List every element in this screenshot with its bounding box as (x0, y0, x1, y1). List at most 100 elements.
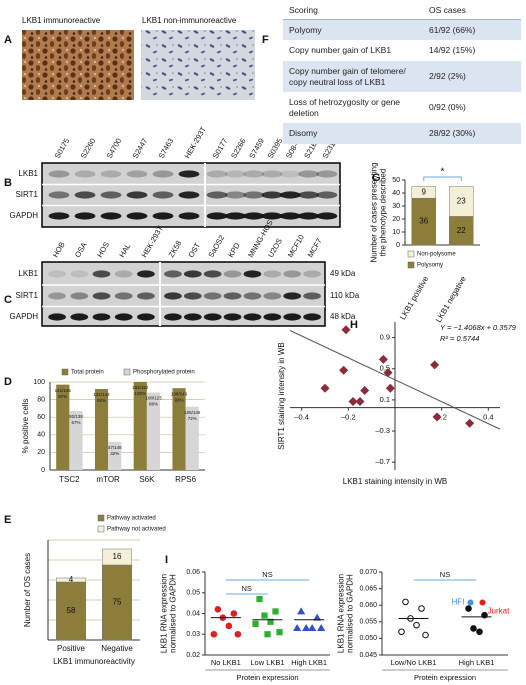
bar-count: 108/123 (145, 396, 162, 401)
band (203, 292, 222, 300)
data-point (418, 605, 425, 612)
segment-label: 36 (419, 217, 428, 226)
legend-label: Total protein (71, 370, 104, 376)
y-axis-title: % positive cells (21, 399, 30, 454)
band (261, 191, 283, 199)
data-point (476, 628, 483, 636)
segment-label: 22 (457, 226, 466, 235)
x-tick-label: Low LKB1 (250, 658, 284, 667)
y-tick-label: 100 (33, 379, 45, 386)
band (279, 170, 301, 178)
lane-label: HEK-293T (183, 125, 209, 160)
band (126, 170, 148, 178)
band (164, 292, 182, 300)
bar (133, 382, 147, 470)
bar-count: 47/148 (108, 445, 122, 450)
data-point (422, 631, 429, 639)
lane-label: S0395 (266, 137, 285, 160)
x-tick-label: Positive (57, 644, 86, 653)
lane-label: S2447 (131, 137, 150, 160)
panel-letter: I (165, 554, 168, 566)
y-tick-label: 0 (41, 467, 45, 474)
bar-segment (102, 548, 132, 566)
legend-swatch (97, 525, 105, 533)
bar-label: 32% (110, 451, 119, 456)
data-point (398, 628, 405, 636)
bar-label: 100% (135, 391, 147, 396)
lane-label: OST (186, 241, 202, 259)
bar-label: 88% (149, 402, 158, 407)
legend-swatch (407, 250, 415, 258)
significance-mark: * (441, 167, 445, 178)
band (243, 292, 262, 300)
band (74, 212, 96, 220)
data-point (317, 624, 326, 632)
data-point (261, 612, 268, 619)
y-axis-title: Number of OS cases (23, 553, 32, 627)
band (74, 191, 96, 199)
band (279, 191, 301, 199)
bar-label: 93% (175, 397, 184, 402)
band (100, 191, 122, 199)
segment-label: 4 (69, 575, 74, 584)
legend-swatch (61, 368, 69, 376)
band (225, 212, 246, 220)
y-tick-label: 0 (396, 242, 400, 249)
bar (69, 411, 83, 470)
bar-label: 97% (58, 394, 67, 399)
segment-label: 9 (422, 187, 427, 196)
table-cell: Scoring (289, 5, 318, 15)
legend-label: Pathway not activated (107, 527, 166, 533)
band (283, 313, 302, 321)
band (48, 170, 70, 178)
y-tick-label: 0.045 (359, 652, 377, 659)
y-tick-label: 0.060 (359, 602, 377, 609)
lane-label: S7459 (247, 137, 266, 160)
x-tick-label: RPS6 (175, 475, 196, 484)
band (48, 270, 66, 278)
bar-count: 92/138 (69, 414, 83, 419)
data-point (320, 383, 330, 393)
band (126, 212, 148, 220)
data-point (293, 624, 302, 632)
significance-label: NS (440, 570, 450, 579)
band (298, 191, 319, 199)
lane-label: OSA (73, 241, 89, 259)
y-axis-title: normalised to GAPDH (169, 574, 178, 653)
x-axis-title: LKB1 staining intensity in WB (343, 477, 448, 486)
legend-label: Polysomy (417, 263, 443, 269)
bar (185, 406, 199, 470)
highlight-point (479, 599, 486, 606)
y-tick-label: 0.05 (186, 590, 200, 597)
protein-label: LKB1 (18, 269, 38, 278)
band (303, 292, 321, 300)
data-point (308, 624, 317, 632)
lane-label: KPD (226, 241, 242, 259)
protein-label: SIRT1 (15, 291, 38, 300)
bar-count: 138/149 (171, 391, 188, 396)
band (114, 313, 133, 321)
x-tick-label: –0.2 (341, 413, 356, 422)
x-tick-label: High LKB1 (291, 658, 327, 667)
legend-swatch (97, 514, 105, 522)
lane-label: HEK-293T (140, 224, 166, 259)
scoring-table: Scoring OS cases Polyomy 61/92 (66%) Copy nu… (283, 2, 521, 144)
band (298, 170, 319, 178)
panel-letter: A (4, 34, 12, 46)
band (206, 170, 228, 178)
band (298, 212, 319, 220)
table-cell: 28/92 (30%) (429, 128, 476, 139)
table-row: Scoring OS cases (283, 2, 521, 20)
lane-label: ZK58 (167, 239, 184, 259)
table-cell: 61/92 (66%) (429, 24, 476, 35)
legend-label: Phosphorylated protein (133, 370, 195, 376)
band (126, 191, 148, 199)
panel-letter: C (4, 294, 12, 306)
y-axis-title: SIRT1 staining intensity in WB (277, 342, 286, 449)
lane-label: S2260 (79, 137, 98, 160)
band (137, 270, 155, 278)
y-tick-label: 0.06 (186, 569, 200, 576)
y-tick-label: 40 (392, 190, 400, 197)
